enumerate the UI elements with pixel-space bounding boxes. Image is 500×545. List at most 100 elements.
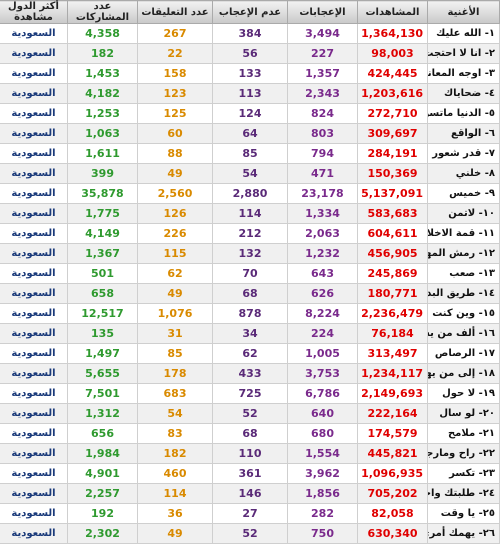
table-cell: السعودية bbox=[0, 343, 68, 364]
table-cell: ٢٣- تكسر bbox=[427, 463, 500, 484]
table-cell: 123 bbox=[137, 83, 213, 104]
table-cell: 4,358 bbox=[67, 23, 138, 44]
table-cell: 36 bbox=[137, 503, 213, 524]
table-cell: 49 bbox=[137, 523, 213, 544]
table-cell: 2,880 bbox=[212, 183, 288, 204]
table-cell: السعودية bbox=[0, 23, 68, 44]
table-cell: 2,560 bbox=[137, 183, 213, 204]
table-cell: 192 bbox=[67, 503, 138, 524]
table-cell: 68 bbox=[212, 283, 288, 304]
table-cell: 224 bbox=[287, 323, 358, 344]
table-cell: 2,302 bbox=[67, 523, 138, 544]
table-cell: السعودية bbox=[0, 483, 68, 504]
table-cell: 82,058 bbox=[357, 503, 428, 524]
table-cell: ٤- ضحاياك bbox=[427, 83, 500, 104]
table-cell: 174,579 bbox=[357, 423, 428, 444]
table-cell: السعودية bbox=[0, 323, 68, 344]
table-cell: السعودية bbox=[0, 463, 68, 484]
table-cell: 12,517 bbox=[67, 303, 138, 324]
table-cell: 471 bbox=[287, 163, 358, 184]
table-cell: 178 bbox=[137, 363, 213, 384]
table-cell: 656 bbox=[67, 423, 138, 444]
table-cell: ١٣- صعب bbox=[427, 263, 500, 284]
table-cell: ٧- قدر شعور bbox=[427, 143, 500, 164]
table-cell: السعودية bbox=[0, 83, 68, 104]
table-cell: 62 bbox=[137, 263, 213, 284]
table-cell: ٢٦- يهمك أمري bbox=[427, 523, 500, 544]
table-cell: 680 bbox=[287, 423, 358, 444]
table-cell: 399 bbox=[67, 163, 138, 184]
header-cell: عدد المشاركات bbox=[67, 0, 138, 24]
table-row: ٢- انا لا احتجت 98,003 227 56 22 182 السعودية bbox=[0, 43, 500, 64]
table-cell: 64 bbox=[212, 123, 288, 144]
table-row: ٢١- ملامح 174,579 680 68 83 656 السعودية bbox=[0, 423, 500, 444]
table-cell: 1,775 bbox=[67, 203, 138, 224]
table-cell: 3,494 bbox=[287, 23, 358, 44]
table-cell: 132 bbox=[212, 243, 288, 264]
table-cell: 222,164 bbox=[357, 403, 428, 424]
table-cell: 1,497 bbox=[67, 343, 138, 364]
table-cell: 803 bbox=[287, 123, 358, 144]
table-row: ١٥- وين كنت 2,236,479 8,224 878 1,076 12,517 ا… bbox=[0, 303, 500, 324]
table-cell: 226 bbox=[137, 223, 213, 244]
table-body: ١- الله عليك 1,364,130 3,494 384 267 4,358 الس… bbox=[0, 23, 500, 544]
table-cell: 626 bbox=[287, 283, 358, 304]
table-cell: 1,096,935 bbox=[357, 463, 428, 484]
table-row: ٨- خلني 150,369 471 54 49 399 السعودية bbox=[0, 163, 500, 184]
table-cell: 705,202 bbox=[357, 483, 428, 504]
table-cell: 824 bbox=[287, 103, 358, 124]
table-cell: 604,611 bbox=[357, 223, 428, 244]
table-row: ٦- الواقع 309,697 803 64 60 1,063 السعودية bbox=[0, 123, 500, 144]
header-cell: المشاهدات bbox=[357, 0, 428, 24]
table-cell: 1,312 bbox=[67, 403, 138, 424]
table-cell: 630,340 bbox=[357, 523, 428, 544]
table-cell: ٨- خلني bbox=[427, 163, 500, 184]
table-cell: 5,137,091 bbox=[357, 183, 428, 204]
table-cell: السعودية bbox=[0, 223, 68, 244]
table-cell: 158 bbox=[137, 63, 213, 84]
table-cell: السعودية bbox=[0, 263, 68, 284]
table-cell: 49 bbox=[137, 163, 213, 184]
table-cell: ١٨- إلى من يهمه bbox=[427, 363, 500, 384]
table-cell: ٣- اوجه المعاني bbox=[427, 63, 500, 84]
table-cell: 282 bbox=[287, 503, 358, 524]
table-cell: 124 bbox=[212, 103, 288, 124]
table-cell: 361 bbox=[212, 463, 288, 484]
table-cell: 62 bbox=[212, 343, 288, 364]
table-row: ٢٠- لو سال 222,164 640 52 54 1,312 السعودية bbox=[0, 403, 500, 424]
table-cell: 98,003 bbox=[357, 43, 428, 64]
table-cell: 3,962 bbox=[287, 463, 358, 484]
table-cell: السعودية bbox=[0, 203, 68, 224]
table-row: ٢٤- طلبتك واجد705,2021,8561461142,257الس… bbox=[0, 483, 500, 504]
table-cell: 2,343 bbox=[287, 83, 358, 104]
table-cell: السعودية bbox=[0, 423, 68, 444]
table-cell: 114 bbox=[137, 483, 213, 504]
table-cell: 22 bbox=[137, 43, 213, 64]
table-row: ٢٣- تكسر 1,096,935 3,962 361 460 4,901 السعودي… bbox=[0, 463, 500, 484]
table-cell: 8,224 bbox=[287, 303, 358, 324]
table-cell: 34 bbox=[212, 323, 288, 344]
table-cell: 3,753 bbox=[287, 363, 358, 384]
table-cell: 85 bbox=[212, 143, 288, 164]
table-cell: 52 bbox=[212, 403, 288, 424]
table-cell: 35,878 bbox=[67, 183, 138, 204]
table-cell: 85 bbox=[137, 343, 213, 364]
table-cell: 150,369 bbox=[357, 163, 428, 184]
table-cell: 1,076 bbox=[137, 303, 213, 324]
table-cell: 1,611 bbox=[67, 143, 138, 164]
table-cell: 583,683 bbox=[357, 203, 428, 224]
table-cell: ١٤- طريق البداية bbox=[427, 283, 500, 304]
table-cell: 750 bbox=[287, 523, 358, 544]
table-row: ١٧- الرصاص 313,497 1,005 62 85 1,497 السعودية bbox=[0, 343, 500, 364]
table-cell: 52 bbox=[212, 523, 288, 544]
table-cell: 31 bbox=[137, 323, 213, 344]
table-cell: 433 bbox=[212, 363, 288, 384]
table-cell: 658 bbox=[67, 283, 138, 304]
table-cell: ٩- خميس bbox=[427, 183, 500, 204]
table-cell: ٢- انا لا احتجت bbox=[427, 43, 500, 64]
table-cell: 1,357 bbox=[287, 63, 358, 84]
table-cell: 7,501 bbox=[67, 383, 138, 404]
table-cell: السعودية bbox=[0, 383, 68, 404]
